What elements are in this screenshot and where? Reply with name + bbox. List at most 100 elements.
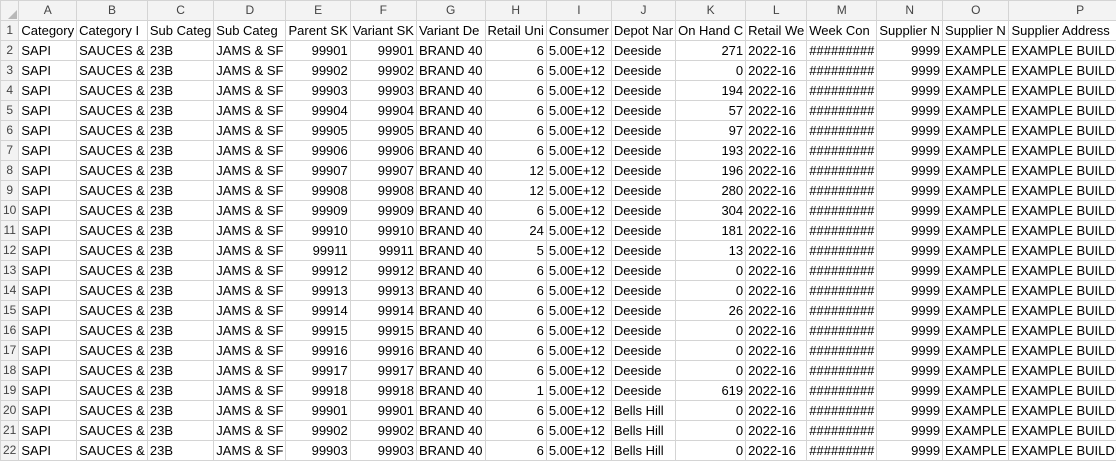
cell-f16[interactable]: 99915 [349, 320, 417, 341]
cell-c9[interactable]: 23B [146, 180, 215, 201]
cell-n3[interactable]: 9999 [876, 60, 944, 81]
cell-e15[interactable]: 99914 [285, 300, 351, 321]
row-header[interactable]: 13 [0, 260, 20, 281]
cell-b22[interactable]: SAUCES & [76, 440, 148, 461]
row-header[interactable]: 21 [0, 420, 20, 441]
cell-d21[interactable]: JAMS & SF [213, 420, 287, 441]
cell-m16[interactable]: ######### [806, 320, 878, 341]
cell-p6[interactable]: EXAMPLE BUILDING; I [1008, 120, 1116, 141]
cell-d13[interactable]: JAMS & SF [213, 260, 287, 281]
cell-k22[interactable]: 0 [675, 440, 747, 461]
column-header-l[interactable]: L [745, 0, 808, 21]
cell-i13[interactable]: 5.00E+12 [545, 260, 612, 281]
cell-f10[interactable]: 99909 [349, 200, 417, 221]
cell-n18[interactable]: 9999 [876, 360, 944, 381]
cell-b10[interactable]: SAUCES & [76, 200, 148, 221]
select-all-corner[interactable] [0, 0, 20, 21]
cell-k9[interactable]: 280 [675, 180, 747, 201]
cell-h19[interactable]: 1 [484, 380, 547, 401]
cell-d5[interactable]: JAMS & SF [213, 100, 287, 121]
cell-l1[interactable]: Retail We [745, 20, 808, 41]
cell-g1[interactable]: Variant De [415, 20, 486, 41]
cell-f19[interactable]: 99918 [349, 380, 417, 401]
cell-j9[interactable]: Deeside [610, 180, 677, 201]
cell-m6[interactable]: ######### [806, 120, 878, 141]
cell-f22[interactable]: 99903 [349, 440, 417, 461]
cell-p19[interactable]: EXAMPLE BUILDING; I [1008, 380, 1116, 401]
cell-e17[interactable]: 99916 [285, 340, 351, 361]
cell-n6[interactable]: 9999 [876, 120, 944, 141]
cell-d7[interactable]: JAMS & SF [213, 140, 287, 161]
cell-l7[interactable]: 2022-16 [745, 140, 808, 161]
cell-i2[interactable]: 5.00E+12 [545, 40, 612, 61]
cell-g10[interactable]: BRAND 40 [415, 200, 486, 221]
cell-b11[interactable]: SAUCES & [76, 220, 148, 241]
cell-a5[interactable]: SAPI [18, 100, 78, 121]
cell-p5[interactable]: EXAMPLE BUILDING; I [1008, 100, 1116, 121]
cell-m12[interactable]: ######### [806, 240, 878, 261]
cell-p20[interactable]: EXAMPLE BUILDING; I [1008, 400, 1116, 421]
row-header[interactable]: 10 [0, 200, 20, 221]
cell-j15[interactable]: Deeside [610, 300, 677, 321]
cell-j18[interactable]: Deeside [610, 360, 677, 381]
cell-b9[interactable]: SAUCES & [76, 180, 148, 201]
cell-i15[interactable]: 5.00E+12 [545, 300, 612, 321]
cell-m18[interactable]: ######### [806, 360, 878, 381]
cell-f17[interactable]: 99916 [349, 340, 417, 361]
cell-o4[interactable]: EXAMPLE [942, 80, 1010, 101]
cell-n5[interactable]: 9999 [876, 100, 944, 121]
cell-b7[interactable]: SAUCES & [76, 140, 148, 161]
row-header[interactable]: 8 [0, 160, 20, 181]
cell-m1[interactable]: Week Con [806, 20, 878, 41]
row-header[interactable]: 15 [0, 300, 20, 321]
column-header-b[interactable]: B [76, 0, 148, 21]
cell-k2[interactable]: 271 [675, 40, 747, 61]
cell-i14[interactable]: 5.00E+12 [545, 280, 612, 301]
cell-c19[interactable]: 23B [146, 380, 215, 401]
cell-m21[interactable]: ######### [806, 420, 878, 441]
cell-k17[interactable]: 0 [675, 340, 747, 361]
cell-h1[interactable]: Retail Uni [484, 20, 547, 41]
column-header-e[interactable]: E [285, 0, 351, 21]
cell-k14[interactable]: 0 [675, 280, 747, 301]
cell-n7[interactable]: 9999 [876, 140, 944, 161]
cell-c8[interactable]: 23B [146, 160, 215, 181]
cell-d8[interactable]: JAMS & SF [213, 160, 287, 181]
cell-o14[interactable]: EXAMPLE [942, 280, 1010, 301]
column-header-o[interactable]: O [942, 0, 1010, 21]
cell-b21[interactable]: SAUCES & [76, 420, 148, 441]
cell-j16[interactable]: Deeside [610, 320, 677, 341]
cell-o18[interactable]: EXAMPLE [942, 360, 1010, 381]
cell-b8[interactable]: SAUCES & [76, 160, 148, 181]
cell-g5[interactable]: BRAND 40 [415, 100, 486, 121]
cell-p16[interactable]: EXAMPLE BUILDING; I [1008, 320, 1116, 341]
cell-f21[interactable]: 99902 [349, 420, 417, 441]
cell-f18[interactable]: 99917 [349, 360, 417, 381]
cell-g16[interactable]: BRAND 40 [415, 320, 486, 341]
cell-k19[interactable]: 619 [675, 380, 747, 401]
cell-k11[interactable]: 181 [675, 220, 747, 241]
cell-p7[interactable]: EXAMPLE BUILDING; I [1008, 140, 1116, 161]
cell-d12[interactable]: JAMS & SF [213, 240, 287, 261]
cell-e6[interactable]: 99905 [285, 120, 351, 141]
cell-f6[interactable]: 99905 [349, 120, 417, 141]
cell-d2[interactable]: JAMS & SF [213, 40, 287, 61]
cell-l3[interactable]: 2022-16 [745, 60, 808, 81]
cell-m9[interactable]: ######### [806, 180, 878, 201]
cell-i20[interactable]: 5.00E+12 [545, 400, 612, 421]
cell-b5[interactable]: SAUCES & [76, 100, 148, 121]
cell-a20[interactable]: SAPI [18, 400, 78, 421]
cell-b13[interactable]: SAUCES & [76, 260, 148, 281]
cell-e7[interactable]: 99906 [285, 140, 351, 161]
cell-b20[interactable]: SAUCES & [76, 400, 148, 421]
cell-n15[interactable]: 9999 [876, 300, 944, 321]
cell-c14[interactable]: 23B [146, 280, 215, 301]
cell-a12[interactable]: SAPI [18, 240, 78, 261]
cell-d11[interactable]: JAMS & SF [213, 220, 287, 241]
cell-d3[interactable]: JAMS & SF [213, 60, 287, 81]
cell-c16[interactable]: 23B [146, 320, 215, 341]
cell-o20[interactable]: EXAMPLE [942, 400, 1010, 421]
cell-g20[interactable]: BRAND 40 [415, 400, 486, 421]
cell-h16[interactable]: 6 [484, 320, 547, 341]
cell-k15[interactable]: 26 [675, 300, 747, 321]
